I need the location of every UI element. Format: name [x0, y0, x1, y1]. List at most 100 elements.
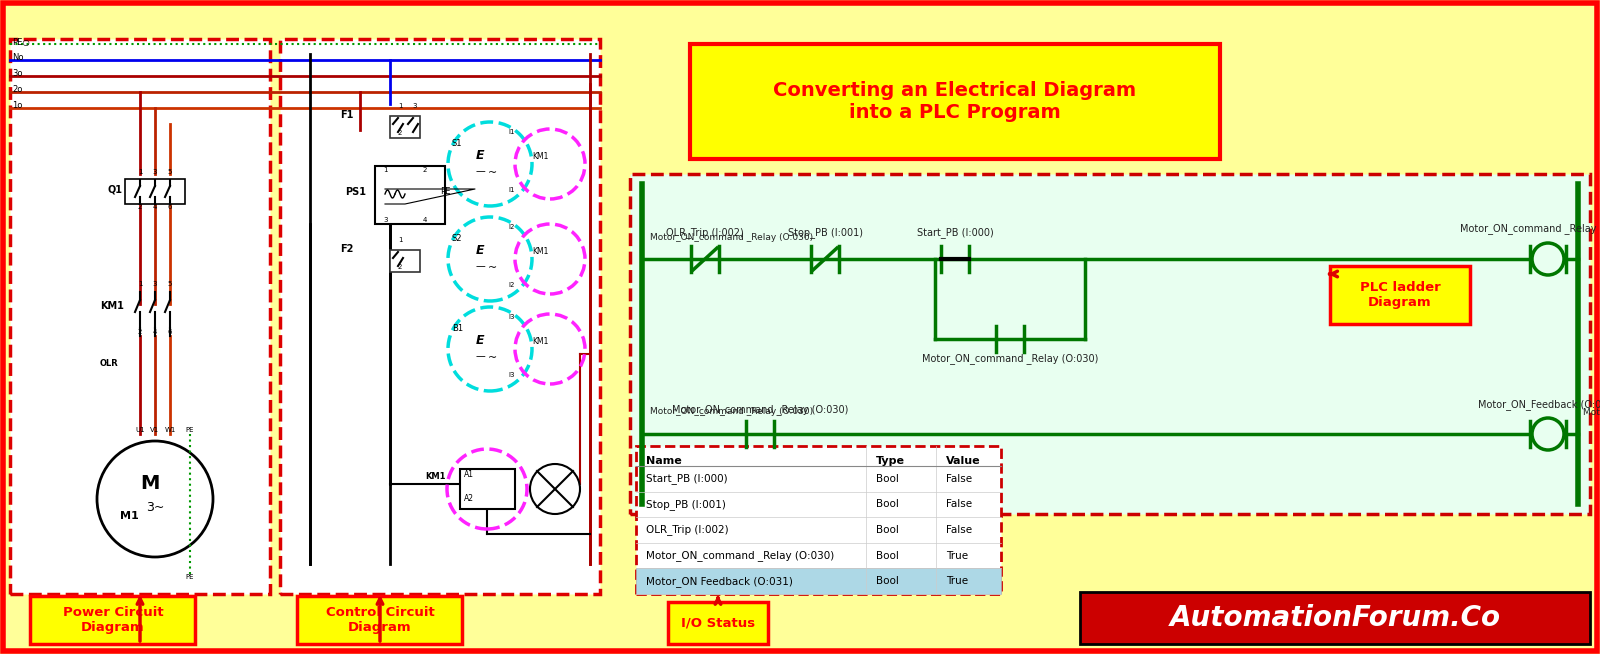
Text: Q1: Q1 [107, 185, 122, 195]
Bar [374, 166, 445, 224]
Text: 5: 5 [168, 281, 173, 287]
Bar [637, 446, 1002, 594]
Text: 3: 3 [152, 169, 157, 175]
Text: Bool: Bool [877, 576, 899, 586]
Text: False: False [946, 500, 973, 509]
Bar [125, 179, 186, 204]
Text: l2: l2 [509, 282, 514, 288]
Text: 2: 2 [398, 130, 402, 136]
Bar [1330, 266, 1470, 324]
Text: 4: 4 [154, 204, 157, 210]
Circle shape [1533, 243, 1565, 275]
Text: False: False [946, 525, 973, 535]
Text: l1: l1 [509, 187, 515, 193]
Bar [669, 602, 768, 644]
Text: Bool: Bool [877, 525, 899, 535]
Text: Start_PB (I:000): Start_PB (I:000) [917, 227, 994, 238]
Text: PE: PE [186, 574, 194, 580]
Text: Bool: Bool [877, 500, 899, 509]
Bar [30, 596, 195, 644]
Bar [298, 596, 462, 644]
Text: Motor_ON_Feedback (O:031): Motor_ON_Feedback (O:031) [1478, 399, 1600, 410]
Text: 1: 1 [138, 169, 142, 175]
Text: True: True [946, 551, 968, 560]
Text: 4: 4 [422, 217, 427, 223]
Text: 2: 2 [398, 264, 402, 270]
Text: OLR_Trip (I:002): OLR_Trip (I:002) [646, 525, 728, 536]
Text: ~: ~ [488, 168, 498, 178]
Text: Stop_PB (I:001): Stop_PB (I:001) [787, 227, 862, 238]
Text: Control Circuit
Diagram: Control Circuit Diagram [326, 606, 434, 634]
Text: 1: 1 [398, 237, 402, 243]
Text: Motor_ON_command _Relay (O:030): Motor_ON_command _Relay (O:030) [650, 233, 813, 241]
Text: E: E [477, 149, 485, 162]
Text: Bool: Bool [877, 551, 899, 560]
Text: S2: S2 [453, 234, 462, 243]
Circle shape [98, 441, 213, 557]
Text: 3: 3 [152, 281, 157, 287]
Text: Stop_PB (I:001): Stop_PB (I:001) [646, 499, 726, 510]
Text: 6: 6 [168, 204, 173, 210]
Text: V1: V1 [150, 427, 160, 433]
Bar [280, 39, 600, 594]
Text: U1: U1 [134, 427, 146, 433]
Text: 2: 2 [138, 329, 142, 335]
Bar [10, 39, 270, 594]
Bar [690, 44, 1221, 159]
Text: KM1: KM1 [531, 247, 549, 256]
Circle shape [1533, 418, 1565, 450]
Bar [461, 469, 515, 509]
Text: 3: 3 [413, 103, 418, 109]
Text: 2: 2 [422, 167, 427, 173]
Text: M: M [141, 474, 160, 493]
Bar [637, 568, 1002, 594]
Text: True: True [946, 576, 968, 586]
Text: A1: A1 [464, 470, 474, 479]
Text: Type: Type [877, 456, 906, 466]
Text: 3: 3 [382, 217, 387, 223]
Text: KM1: KM1 [531, 337, 549, 346]
Bar [630, 174, 1590, 514]
Text: A2: A2 [464, 494, 474, 503]
Bar [390, 116, 419, 138]
Text: OLR_Trip (I:002): OLR_Trip (I:002) [666, 227, 744, 238]
Text: 1: 1 [382, 167, 387, 173]
Text: —: — [477, 261, 486, 271]
Text: 4: 4 [154, 329, 157, 335]
Text: PE: PE [440, 188, 450, 196]
Text: KM1: KM1 [531, 152, 549, 161]
Text: E: E [477, 334, 485, 347]
Text: B1: B1 [453, 324, 462, 333]
Text: 1: 1 [138, 281, 142, 287]
Text: Motor_ON_command _Relay (O:030): Motor_ON_command _Relay (O:030) [1459, 223, 1600, 234]
Bar [1080, 592, 1590, 644]
Text: PE○: PE○ [13, 37, 30, 46]
Text: 5: 5 [168, 169, 173, 175]
Text: KM1: KM1 [426, 472, 445, 481]
Text: False: False [946, 473, 973, 484]
Text: Motor_ON_command _Relay (O:030): Motor_ON_command _Relay (O:030) [672, 404, 848, 415]
Text: l2: l2 [509, 224, 514, 230]
Text: Motor_ON_command _Relay (O:030): Motor_ON_command _Relay (O:030) [646, 550, 834, 561]
Text: F2: F2 [339, 244, 354, 254]
Text: —: — [477, 166, 486, 176]
Text: S1: S1 [453, 139, 462, 148]
Text: Name: Name [646, 456, 682, 466]
Text: Power Circuit
Diagram: Power Circuit Diagram [62, 606, 163, 634]
Text: 1o: 1o [13, 101, 22, 111]
Text: 1: 1 [398, 103, 402, 109]
Text: l3: l3 [509, 314, 515, 320]
Circle shape [530, 464, 579, 514]
Text: 2: 2 [138, 204, 142, 210]
Text: l3: l3 [509, 372, 515, 378]
Text: Motor_ON Feedback (O:031): Motor_ON Feedback (O:031) [646, 576, 794, 587]
Text: F1: F1 [339, 110, 354, 120]
Text: PLC ladder
Diagram: PLC ladder Diagram [1360, 281, 1440, 309]
Bar [390, 250, 419, 272]
Text: l1: l1 [509, 129, 515, 135]
Text: 2o: 2o [13, 86, 22, 94]
Text: I/O Status: I/O Status [682, 617, 755, 630]
Text: 3~: 3~ [146, 501, 165, 514]
Text: 3o: 3o [13, 69, 22, 78]
Text: OLR: OLR [99, 360, 118, 368]
